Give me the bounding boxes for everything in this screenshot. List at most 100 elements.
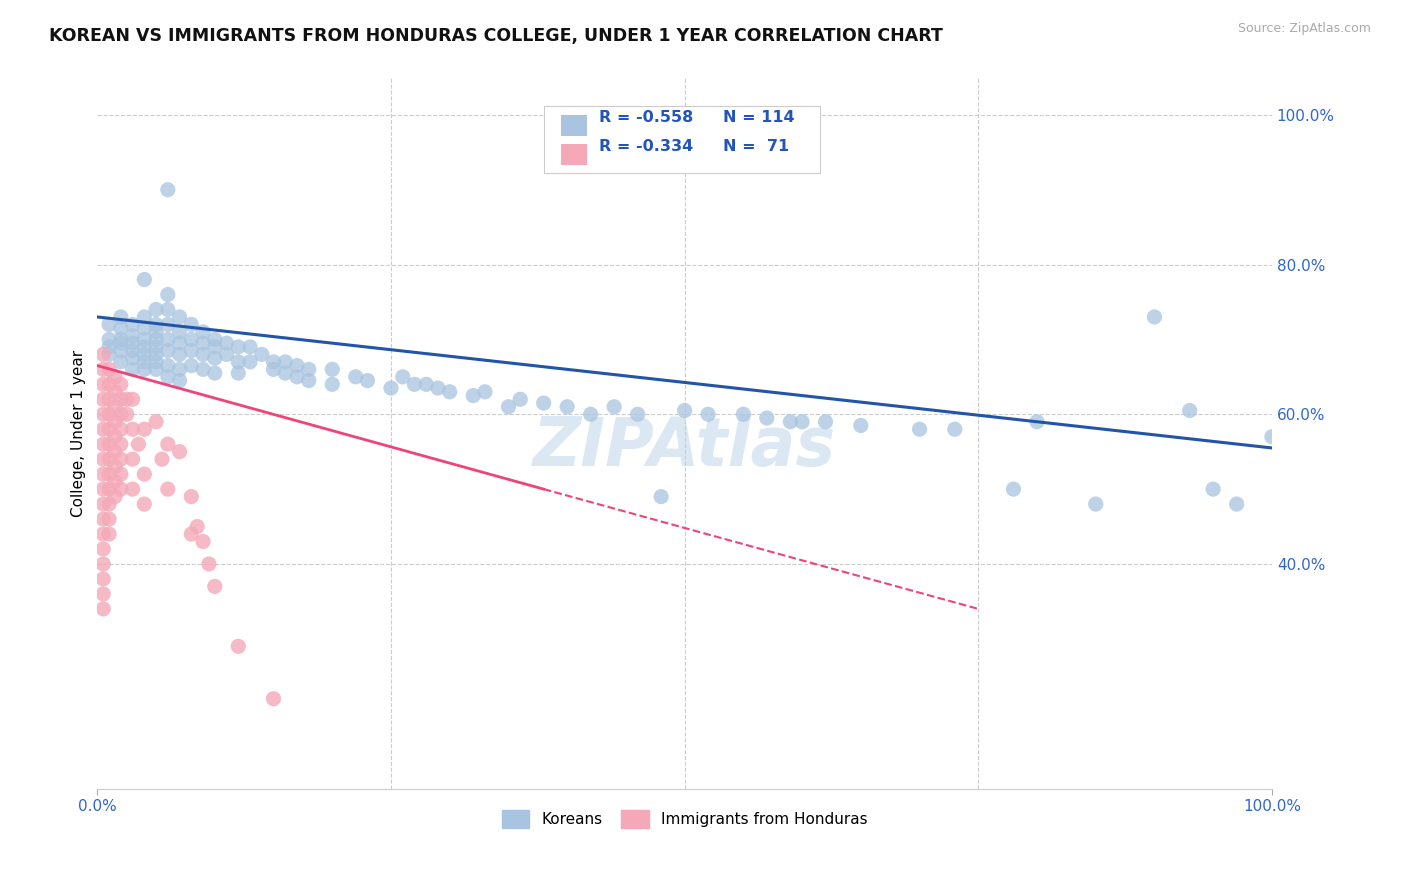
Point bbox=[121, 452, 143, 467]
Point bbox=[104, 475, 127, 489]
Point bbox=[180, 359, 202, 373]
Point bbox=[755, 411, 778, 425]
Point bbox=[98, 452, 121, 467]
Point bbox=[673, 403, 696, 417]
Point bbox=[121, 318, 143, 332]
Point bbox=[943, 422, 966, 436]
Point bbox=[180, 318, 202, 332]
Point bbox=[91, 422, 114, 436]
Point bbox=[145, 302, 167, 317]
Point bbox=[98, 467, 121, 482]
Point bbox=[204, 579, 226, 593]
Point bbox=[169, 444, 191, 458]
Point bbox=[180, 490, 202, 504]
Point bbox=[104, 369, 127, 384]
Point bbox=[156, 482, 179, 496]
Text: KOREAN VS IMMIGRANTS FROM HONDURAS COLLEGE, UNDER 1 YEAR CORRELATION CHART: KOREAN VS IMMIGRANTS FROM HONDURAS COLLE… bbox=[49, 27, 943, 45]
Point bbox=[509, 392, 531, 407]
Point bbox=[91, 541, 114, 556]
Point bbox=[110, 343, 132, 358]
Point bbox=[908, 422, 931, 436]
Point bbox=[697, 407, 720, 421]
Point bbox=[110, 437, 132, 451]
Point bbox=[169, 325, 191, 339]
Point bbox=[169, 336, 191, 351]
Point bbox=[204, 351, 226, 365]
Point bbox=[180, 527, 202, 541]
Y-axis label: College, Under 1 year: College, Under 1 year bbox=[72, 350, 86, 516]
Point bbox=[91, 392, 114, 407]
Point bbox=[790, 415, 813, 429]
Point bbox=[145, 318, 167, 332]
Point bbox=[145, 325, 167, 339]
Point bbox=[169, 347, 191, 361]
Point bbox=[121, 343, 143, 358]
Point bbox=[498, 400, 520, 414]
Point bbox=[285, 369, 308, 384]
Point bbox=[156, 369, 179, 384]
Point bbox=[1026, 415, 1049, 429]
Point bbox=[404, 377, 426, 392]
Point bbox=[1261, 430, 1284, 444]
Text: R = -0.334: R = -0.334 bbox=[599, 138, 693, 153]
Point bbox=[169, 374, 191, 388]
Point bbox=[156, 359, 179, 373]
Point bbox=[121, 336, 143, 351]
Point bbox=[150, 452, 173, 467]
Point bbox=[98, 362, 121, 376]
Point bbox=[427, 381, 450, 395]
Point bbox=[98, 497, 121, 511]
Point bbox=[169, 310, 191, 324]
Text: Source: ZipAtlas.com: Source: ZipAtlas.com bbox=[1237, 22, 1371, 36]
Point bbox=[134, 467, 156, 482]
Point bbox=[134, 347, 156, 361]
Point bbox=[104, 430, 127, 444]
Point bbox=[110, 310, 132, 324]
Point bbox=[134, 321, 156, 335]
FancyBboxPatch shape bbox=[544, 106, 820, 173]
Point bbox=[204, 366, 226, 380]
Point bbox=[115, 392, 138, 407]
Point bbox=[263, 362, 285, 376]
Point bbox=[463, 388, 485, 402]
Point bbox=[115, 407, 138, 421]
Point bbox=[134, 422, 156, 436]
Point bbox=[98, 377, 121, 392]
Point bbox=[204, 333, 226, 347]
Point bbox=[555, 400, 578, 414]
Point bbox=[344, 369, 367, 384]
Point bbox=[415, 377, 437, 392]
Point bbox=[285, 359, 308, 373]
Point bbox=[104, 384, 127, 399]
Point bbox=[191, 362, 214, 376]
Point bbox=[156, 287, 179, 301]
Point bbox=[474, 384, 496, 399]
Point bbox=[98, 422, 121, 436]
Point bbox=[814, 415, 837, 429]
Point bbox=[356, 374, 378, 388]
Text: N =  71: N = 71 bbox=[723, 138, 790, 153]
Point bbox=[98, 392, 121, 407]
Point bbox=[91, 557, 114, 571]
Point bbox=[533, 396, 555, 410]
Point bbox=[215, 336, 238, 351]
Point bbox=[180, 333, 202, 347]
Point bbox=[1002, 482, 1025, 496]
Point bbox=[91, 347, 114, 361]
Point bbox=[121, 328, 143, 343]
Point bbox=[191, 347, 214, 361]
Point bbox=[121, 482, 143, 496]
Text: ZIPAtlas: ZIPAtlas bbox=[533, 414, 837, 480]
Point bbox=[191, 534, 214, 549]
Point bbox=[1084, 497, 1107, 511]
Bar bbox=[561, 144, 588, 165]
Point bbox=[145, 340, 167, 354]
Point bbox=[1178, 403, 1201, 417]
Point bbox=[298, 374, 321, 388]
Point bbox=[134, 340, 156, 354]
Point bbox=[110, 377, 132, 392]
Point bbox=[239, 355, 262, 369]
Point bbox=[226, 366, 249, 380]
Point bbox=[121, 351, 143, 365]
Point bbox=[104, 400, 127, 414]
